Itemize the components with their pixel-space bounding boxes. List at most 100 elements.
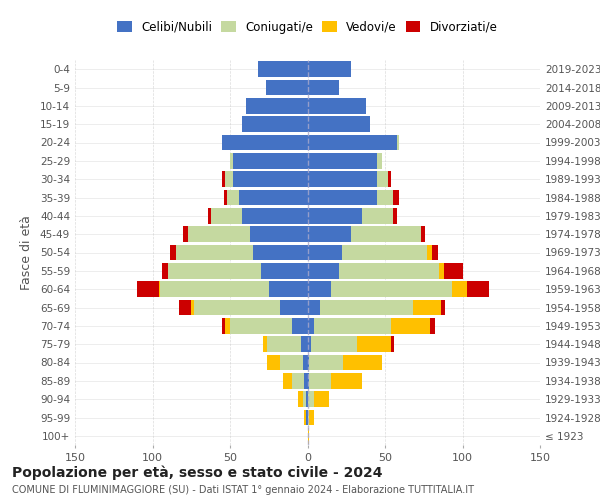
Bar (320, 300, 413, 316)
Bar (431, 244, 438, 260)
Bar (267, 354, 280, 370)
Bar (308, 318, 314, 334)
Bar (280, 354, 303, 370)
Bar (258, 62, 308, 77)
Bar (393, 190, 399, 206)
Bar (304, 410, 306, 426)
Bar (208, 208, 211, 224)
Bar (245, 98, 308, 114)
Bar (239, 190, 308, 206)
Bar (452, 282, 467, 297)
Bar (421, 226, 425, 242)
Bar (308, 300, 320, 316)
Bar (308, 336, 311, 352)
Bar (242, 208, 308, 224)
Bar (413, 300, 441, 316)
Text: Popolazione per età, sesso e stato civile - 2024: Popolazione per età, sesso e stato civil… (12, 465, 383, 479)
Bar (467, 282, 489, 297)
Bar (308, 373, 309, 388)
Bar (269, 282, 308, 297)
Bar (309, 410, 314, 426)
Bar (280, 300, 308, 316)
Bar (308, 134, 397, 150)
Bar (343, 354, 382, 370)
Bar (160, 282, 269, 297)
Bar (303, 354, 308, 370)
Bar (441, 300, 445, 316)
Bar (226, 172, 233, 187)
Bar (391, 336, 394, 352)
Bar (158, 282, 160, 297)
Bar (304, 373, 308, 388)
Bar (306, 392, 308, 407)
Bar (308, 62, 351, 77)
Bar (308, 172, 377, 187)
Bar (188, 226, 250, 242)
Bar (301, 336, 308, 352)
Bar (308, 428, 309, 444)
Bar (267, 336, 301, 352)
Bar (308, 263, 338, 278)
Bar (331, 373, 362, 388)
Bar (263, 336, 267, 352)
Bar (230, 318, 292, 334)
Bar (439, 263, 444, 278)
Bar (314, 318, 391, 334)
Bar (444, 263, 463, 278)
Bar (377, 190, 393, 206)
Bar (391, 318, 430, 334)
Bar (233, 153, 308, 168)
Bar (377, 172, 388, 187)
Bar (357, 336, 391, 352)
Bar (233, 172, 308, 187)
Bar (222, 134, 308, 150)
Bar (283, 373, 292, 388)
Bar (430, 318, 434, 334)
Bar (377, 153, 382, 168)
Bar (306, 410, 308, 426)
Bar (170, 244, 176, 260)
Bar (230, 153, 233, 168)
Bar (298, 392, 303, 407)
Bar (266, 80, 308, 96)
Bar (308, 226, 351, 242)
Bar (308, 208, 362, 224)
Bar (331, 282, 452, 297)
Bar (309, 373, 331, 388)
Bar (194, 300, 280, 316)
Bar (168, 263, 261, 278)
Bar (176, 244, 253, 260)
Bar (191, 300, 194, 316)
Bar (308, 116, 370, 132)
Bar (137, 282, 158, 297)
Bar (351, 226, 421, 242)
Bar (309, 354, 343, 370)
Bar (179, 300, 191, 316)
Bar (393, 208, 397, 224)
Bar (314, 392, 329, 407)
Bar (308, 98, 367, 114)
Bar (303, 392, 306, 407)
Bar (226, 318, 230, 334)
Bar (308, 282, 331, 297)
Bar (242, 116, 308, 132)
Bar (222, 318, 226, 334)
Bar (184, 226, 188, 242)
Bar (338, 263, 439, 278)
Y-axis label: Fasce di età: Fasce di età (20, 215, 33, 290)
Bar (227, 190, 239, 206)
Bar (311, 336, 357, 352)
Bar (308, 392, 314, 407)
Bar (308, 190, 377, 206)
Bar (308, 244, 341, 260)
Bar (250, 226, 308, 242)
Bar (224, 190, 227, 206)
Bar (222, 172, 226, 187)
Bar (162, 263, 168, 278)
Bar (308, 354, 309, 370)
Bar (388, 172, 391, 187)
Bar (211, 208, 242, 224)
Bar (292, 373, 304, 388)
Bar (292, 318, 308, 334)
Bar (253, 244, 308, 260)
